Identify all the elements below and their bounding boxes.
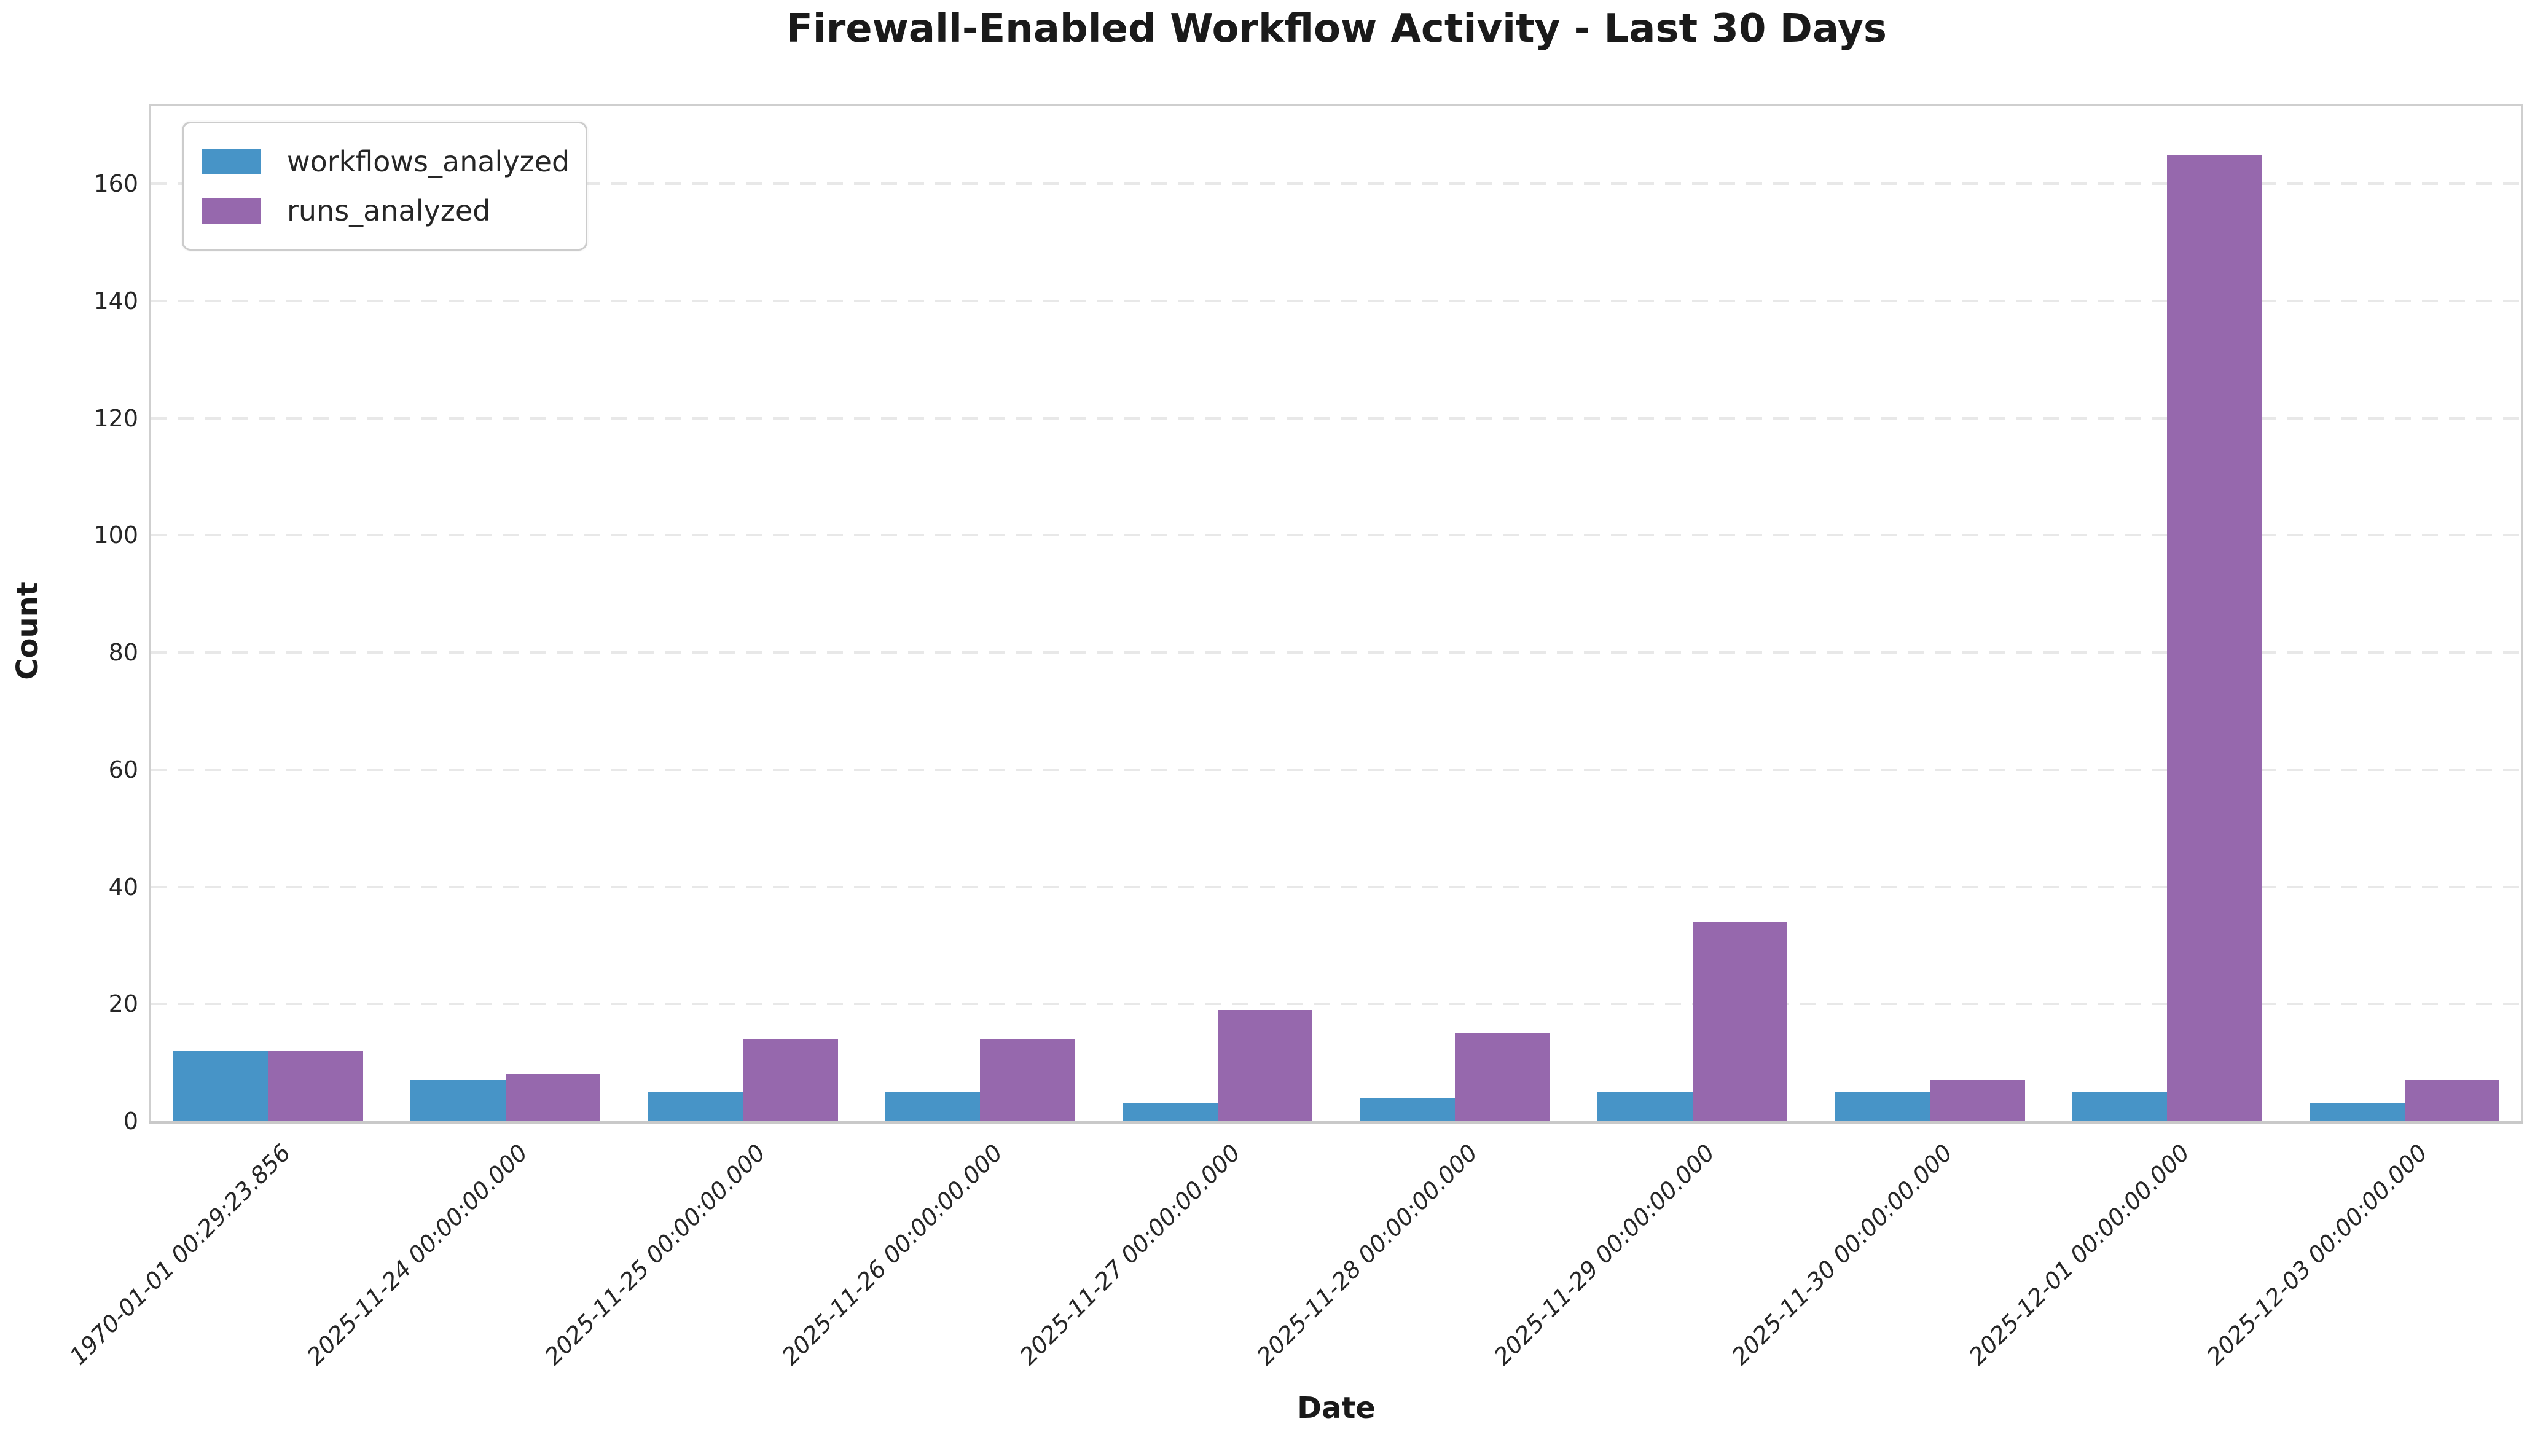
bar-runs_analyzed-1 [505, 1074, 601, 1121]
gridline-y60 [151, 768, 2521, 771]
y-tick-label-100: 100 [93, 522, 138, 549]
legend-label-runs: runs_analyzed [287, 194, 491, 227]
bar-workflows_analyzed-3 [885, 1092, 981, 1121]
plot-area: workflows_analyzed runs_analyzed [149, 104, 2523, 1124]
y-tick-label-20: 20 [108, 990, 138, 1018]
x-tick-label-6: 2025-11-29 00:00:00.000 [1489, 1139, 1720, 1371]
bar-runs_analyzed-8 [2167, 154, 2262, 1121]
y-tick-label-160: 160 [93, 170, 138, 198]
y-tick-label-80: 80 [108, 639, 138, 667]
x-tick-label-4: 2025-11-27 00:00:00.000 [1014, 1139, 1245, 1371]
gridline-y160 [151, 182, 2521, 186]
gridline-y80 [151, 651, 2521, 654]
bar-workflows_analyzed-4 [1123, 1103, 1218, 1121]
bar-workflows_analyzed-2 [648, 1092, 743, 1121]
bar-workflows_analyzed-8 [2072, 1092, 2168, 1121]
chart-title: Firewall-Enabled Workflow Activity - Las… [786, 6, 1887, 52]
bar-runs_analyzed-0 [268, 1051, 363, 1121]
bar-workflows_analyzed-1 [410, 1080, 506, 1121]
y-tick-label-60: 60 [108, 756, 138, 783]
bar-workflows_analyzed-0 [173, 1051, 268, 1121]
x-tick-label-0: 1970-01-01 00:29:23.856 [64, 1139, 296, 1371]
legend-swatch-runs [202, 198, 261, 224]
x-tick-label-1: 2025-11-24 00:00:00.000 [302, 1139, 533, 1371]
x-tick-label-9: 2025-12-03 00:00:00.000 [2201, 1139, 2432, 1371]
x-tick-label-7: 2025-11-30 00:00:00.000 [1726, 1139, 1958, 1371]
gridline-y100 [151, 534, 2521, 537]
y-tick-label-120: 120 [93, 404, 138, 432]
bar-workflows_analyzed-7 [1835, 1092, 1930, 1121]
gridline-y120 [151, 417, 2521, 420]
legend-label-workflows: workflows_analyzed [287, 145, 570, 178]
x-tick-label-5: 2025-11-28 00:00:00.000 [1251, 1139, 1483, 1371]
y-axis-label: Count [10, 582, 45, 680]
bar-runs_analyzed-3 [980, 1039, 1075, 1121]
x-tick-label-8: 2025-12-01 00:00:00.000 [1964, 1139, 2195, 1371]
y-tick-label-0: 0 [123, 1108, 138, 1135]
gridline-y140 [151, 300, 2521, 303]
legend-swatch-workflows [202, 149, 261, 174]
gridline-y20 [151, 1003, 2521, 1006]
bar-runs_analyzed-6 [1692, 922, 1788, 1121]
bar-runs_analyzed-5 [1455, 1033, 1550, 1121]
bar-runs_analyzed-9 [2404, 1080, 2500, 1121]
bar-runs_analyzed-2 [743, 1039, 838, 1121]
x-tick-label-2: 2025-11-25 00:00:00.000 [539, 1139, 771, 1371]
bar-runs_analyzed-4 [1217, 1009, 1313, 1121]
legend-entry-workflows: workflows_analyzed [202, 137, 570, 186]
legend: workflows_analyzed runs_analyzed [182, 122, 587, 251]
bar-runs_analyzed-7 [1930, 1080, 2025, 1121]
bar-workflows_analyzed-9 [2310, 1103, 2405, 1121]
bar-workflows_analyzed-5 [1360, 1097, 1456, 1121]
y-tick-label-140: 140 [93, 288, 138, 315]
x-axis-spine [149, 1121, 2523, 1124]
gridline-y40 [151, 885, 2521, 888]
legend-entry-runs: runs_analyzed [202, 186, 567, 235]
y-tick-label-40: 40 [108, 873, 138, 901]
x-axis-label: Date [1297, 1391, 1376, 1425]
x-tick-label-3: 2025-11-26 00:00:00.000 [777, 1139, 1008, 1371]
bar-workflows_analyzed-6 [1597, 1092, 1693, 1121]
